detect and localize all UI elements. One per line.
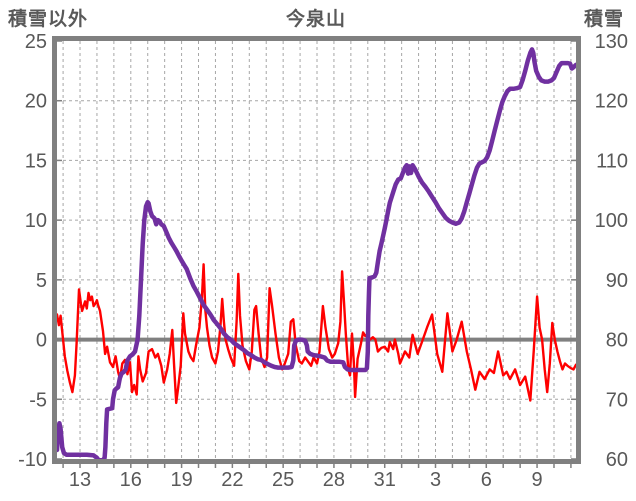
x-axis-tick-label: 9	[532, 469, 543, 491]
temperature-line	[56, 263, 577, 405]
snow-depth-line	[56, 47, 577, 460]
right-axis-tick-label: 80	[606, 330, 628, 352]
left-axis-tick-label: 0	[36, 330, 47, 352]
x-axis-tick-label: 19	[170, 469, 192, 491]
x-axis-tick-label: 31	[374, 469, 396, 491]
left-axis-tick-label: 25	[25, 31, 47, 53]
series-group	[56, 47, 577, 460]
x-axis-tick-label: 3	[430, 469, 441, 491]
chart-title: 今泉山	[285, 9, 347, 30]
right-axis-title: 積雪	[583, 9, 624, 30]
right-axis-tick-label: 90	[606, 270, 628, 292]
x-axis-tick-label: 6	[481, 469, 492, 491]
left-axis-tick-label: -5	[29, 389, 47, 411]
left-axis-tick-label: 15	[25, 150, 47, 172]
plot-border	[52, 36, 581, 464]
x-axis-tick-label: 16	[120, 469, 142, 491]
right-axis-tick-label: 60	[606, 449, 628, 471]
left-axis-tick-label: 20	[25, 91, 47, 113]
left-axis-tick-label: -10	[18, 449, 47, 471]
left-axis-tick-label: 5	[36, 270, 47, 292]
x-axis-tick-label: 13	[69, 469, 91, 491]
left-axis-title: 積雪以外	[8, 9, 89, 30]
x-axis-tick-label: 25	[272, 469, 294, 491]
right-axis-tick-label: 130	[595, 31, 628, 53]
right-axis-tick-label: 110	[596, 150, 628, 172]
right-axis-tick-label: 70	[606, 389, 628, 411]
x-axis-tick-label: 22	[221, 469, 243, 491]
right-axis-tick-label: 120	[595, 91, 628, 113]
left-axis-tick-label: 10	[25, 210, 47, 232]
x-axis-tick-label: 28	[323, 469, 345, 491]
right-axis-tick-label: 100	[595, 210, 628, 232]
